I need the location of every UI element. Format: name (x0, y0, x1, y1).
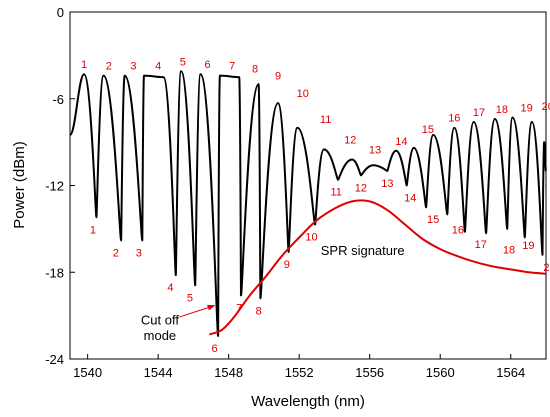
peak-label: 2 (106, 61, 112, 73)
y-tick-label: -24 (45, 352, 64, 367)
peak-label: 11 (320, 114, 331, 126)
dip-label: 20 (543, 262, 550, 274)
dip-label: 17 (475, 239, 487, 251)
cutoff-label-line2: mode (144, 328, 177, 343)
y-axis-title: Power (dBm) (11, 141, 28, 229)
x-tick-label: 1556 (355, 365, 384, 380)
peak-label: 10 (297, 88, 309, 100)
x-axis-title: Wavelength (nm) (251, 393, 365, 410)
peak-label: 5 (180, 56, 186, 68)
peak-label: 1 (81, 59, 87, 71)
peak-label: 8 (252, 64, 258, 76)
dip-label: 2 (113, 247, 119, 259)
dip-label: 1 (90, 224, 96, 236)
peak-label: 12 (344, 134, 356, 146)
peak-label: 7 (229, 61, 235, 73)
cutoff-label-line1: Cut off (141, 312, 179, 327)
dip-label: 8 (256, 305, 262, 317)
peak-label: 6 (204, 59, 210, 71)
x-tick-label: 1552 (285, 365, 314, 380)
x-tick-label: 1560 (426, 365, 455, 380)
dip-label: 16 (452, 224, 464, 236)
x-tick-label: 1540 (73, 365, 102, 380)
dip-label: 6 (212, 343, 218, 355)
peak-label: 20 (542, 101, 550, 113)
dip-label: 13 (381, 178, 393, 190)
peak-label: 9 (275, 71, 281, 83)
peak-label: 3 (130, 61, 136, 73)
dip-label: 3 (136, 247, 142, 259)
y-tick-label: -18 (45, 265, 64, 280)
dip-label: 11 (330, 187, 341, 199)
x-tick-label: 1548 (214, 365, 243, 380)
y-tick-label: 0 (57, 5, 64, 20)
spectrum-line (69, 70, 547, 337)
peak-label: 13 (369, 144, 381, 156)
dip-label: 4 (167, 282, 173, 294)
peak-label: 4 (155, 61, 161, 73)
y-tick-label: -12 (45, 179, 64, 194)
y-tick-label: -6 (52, 92, 64, 107)
dip-label: 14 (404, 193, 416, 205)
dip-label: 9 (284, 259, 290, 271)
peak-label: 15 (422, 124, 434, 136)
cutoff-arrow (179, 304, 216, 318)
dip-label: 12 (355, 182, 367, 194)
dip-label: 10 (305, 232, 317, 244)
peak-label: 17 (473, 107, 485, 119)
peak-label: 19 (520, 103, 532, 115)
spr-envelope-line (208, 199, 547, 336)
peak-label: 14 (395, 136, 407, 148)
dip-label: 15 (427, 214, 439, 226)
x-tick-label: 1564 (496, 365, 525, 380)
peak-label: 16 (448, 113, 460, 125)
x-tick-label: 1544 (144, 365, 173, 380)
spr-signature-label: SPR signature (321, 243, 405, 258)
dip-label: 18 (503, 245, 515, 257)
plot-frame (69, 11, 547, 360)
peak-label: 18 (496, 104, 508, 116)
dip-label: 5 (187, 292, 193, 304)
dip-label: 7 (236, 302, 242, 314)
dip-label: 19 (522, 240, 534, 252)
